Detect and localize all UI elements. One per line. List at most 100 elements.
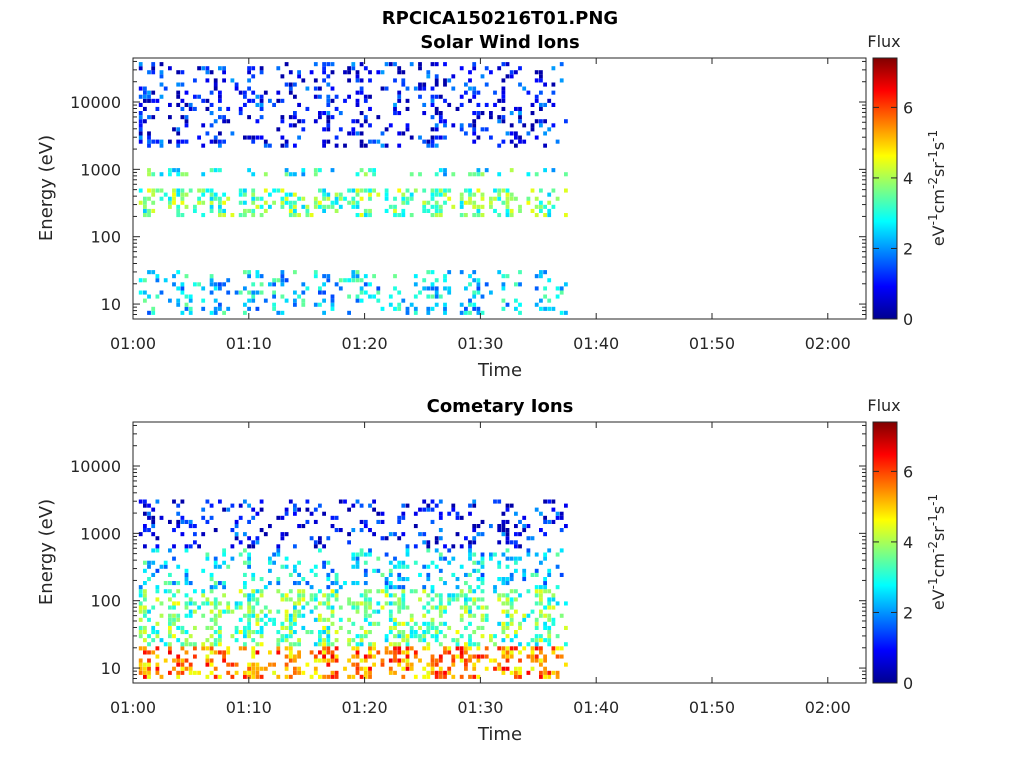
heatmap-cell — [288, 642, 293, 647]
heatmap-cell — [222, 115, 226, 120]
heatmap-cell — [388, 585, 393, 590]
heatmap-cell — [322, 638, 326, 643]
heatmap-cell — [526, 589, 531, 594]
heatmap-cell — [305, 601, 310, 606]
heatmap-cell — [409, 62, 414, 67]
heatmap-cell — [505, 564, 510, 569]
heatmap-cell — [201, 601, 206, 606]
heatmap-cell — [480, 213, 485, 218]
heatmap-cell — [301, 605, 306, 610]
heatmap-cell — [363, 94, 368, 99]
heatmap-cell — [255, 270, 260, 275]
heatmap-cell — [534, 646, 539, 651]
heatmap-cell — [393, 634, 397, 639]
heatmap-cell — [464, 609, 468, 614]
heatmap-cell — [243, 90, 247, 95]
heatmap-cell — [397, 70, 402, 75]
heatmap-cell — [155, 139, 160, 144]
heatmap-cell — [243, 200, 247, 205]
colorbar-tick-label: 4 — [903, 533, 913, 552]
heatmap-cell — [355, 78, 360, 83]
heatmap-cell — [551, 646, 556, 651]
heatmap-cell — [330, 298, 335, 303]
panel-title-solar-wind: Solar Wind Ions — [420, 32, 579, 53]
heatmap-cell — [418, 658, 422, 663]
heatmap-cell — [184, 581, 189, 586]
heatmap-cell — [438, 601, 443, 606]
heatmap-cell — [251, 593, 256, 598]
heatmap-cell — [330, 302, 335, 307]
heatmap-cell — [472, 536, 477, 541]
heatmap-cell — [555, 646, 560, 651]
heatmap-cell — [505, 74, 510, 79]
heatmap-cell — [434, 503, 439, 508]
heatmap-cell — [451, 556, 456, 561]
heatmap-cell — [422, 278, 427, 283]
heatmap-cell — [468, 274, 472, 279]
heatmap-cell — [376, 601, 381, 606]
heatmap-cell — [238, 589, 243, 594]
heatmap-cell — [159, 172, 164, 177]
heatmap-cell — [422, 605, 427, 610]
heatmap-cell — [247, 70, 251, 75]
heatmap-cell — [301, 589, 306, 594]
heatmap-cell — [539, 609, 543, 614]
heatmap-cell — [288, 646, 293, 651]
heatmap-cell — [468, 646, 472, 651]
heatmap-cell — [226, 119, 231, 124]
heatmap-cell — [313, 274, 318, 279]
heatmap-cells-solar-wind — [138, 62, 568, 315]
heatmap-cell — [184, 577, 189, 582]
heatmap-cell — [213, 674, 218, 679]
heatmap-cell — [530, 208, 535, 213]
heatmap-cell — [234, 536, 239, 541]
heatmap-cell — [539, 78, 543, 83]
heatmap-cell — [201, 200, 206, 205]
heatmap-cell — [213, 306, 218, 311]
heatmap-cell — [405, 662, 410, 667]
heatmap-cell — [151, 98, 156, 103]
heatmap-cell — [143, 298, 147, 303]
heatmap-cell — [251, 74, 256, 79]
heatmap-cell — [438, 111, 443, 116]
heatmap-cell — [430, 86, 435, 91]
heatmap-cell — [351, 278, 356, 283]
heatmap-cell — [313, 597, 318, 602]
heatmap-cell — [201, 589, 206, 594]
heatmap-cell — [530, 666, 535, 671]
heatmap-cell — [543, 638, 547, 643]
heatmap-cell — [326, 62, 331, 67]
heatmap-cell — [184, 650, 189, 655]
heatmap-cell — [168, 200, 172, 205]
heatmap-cell — [526, 196, 531, 201]
heatmap-cell — [384, 585, 389, 590]
heatmap-cell — [209, 634, 214, 639]
heatmap-cell — [259, 290, 264, 295]
heatmap-cell — [476, 605, 481, 610]
heatmap-cell — [505, 593, 510, 598]
heatmap-cell — [222, 650, 226, 655]
heatmap-cell — [313, 172, 318, 177]
heatmap-cell — [280, 188, 285, 193]
heatmap-cell — [522, 86, 527, 91]
heatmap-cell — [497, 115, 502, 120]
heatmap-cell — [522, 613, 527, 618]
heatmap-cell — [255, 666, 260, 671]
heatmap-cell — [355, 119, 360, 124]
heatmap-cell — [543, 119, 547, 124]
heatmap-cell — [209, 617, 214, 622]
heatmap-cell — [155, 274, 160, 279]
colorbar-label-exponent: -1 — [926, 150, 940, 162]
heatmap-cell — [522, 646, 527, 651]
heatmap-cell — [497, 540, 502, 545]
heatmap-cell — [184, 90, 189, 95]
heatmap-cell — [543, 605, 547, 610]
heatmap-cell — [430, 597, 435, 602]
heatmap-cell — [363, 609, 368, 614]
heatmap-cell — [547, 306, 552, 311]
heatmap-cell — [280, 135, 285, 140]
heatmap-cell — [209, 204, 214, 209]
heatmap-cell — [484, 605, 489, 610]
heatmap-cell — [147, 135, 151, 140]
heatmap-cell — [480, 111, 485, 116]
